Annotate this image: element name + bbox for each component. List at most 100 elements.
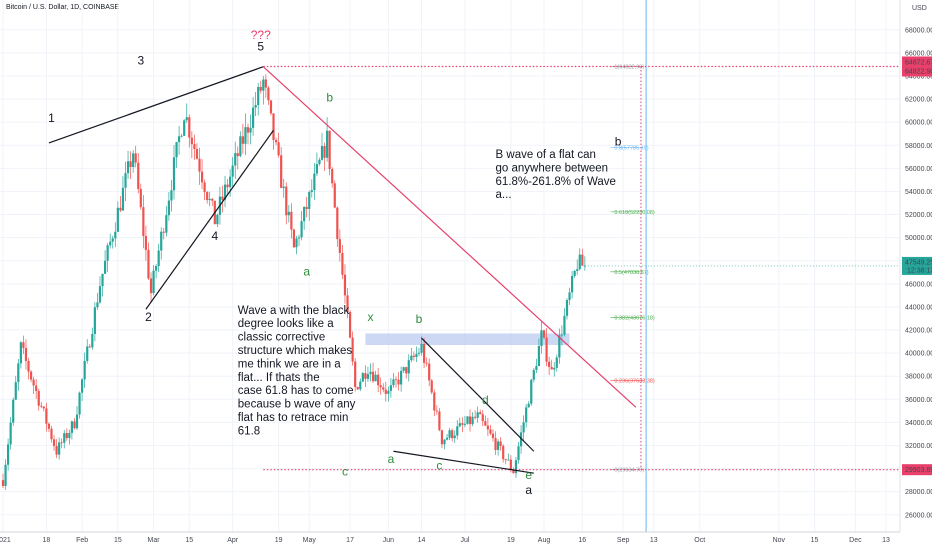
candle-body: [318, 159, 321, 165]
candle-body: [530, 379, 533, 404]
candle-body: [348, 312, 352, 338]
candle-body: [58, 442, 61, 455]
candle-body: [257, 86, 260, 106]
candle-body: [512, 469, 515, 474]
annotation-line: me think we are in a: [238, 358, 342, 370]
candle-body: [65, 433, 68, 439]
candle-body: [241, 136, 244, 144]
fib-retracement: 1(64822.90) 0.8(57785.19) 0.618(52230.08) 0…: [610, 64, 655, 473]
candle-body: [405, 367, 408, 374]
trendline-a-to-e-lower: [393, 450, 534, 474]
candle-body: [300, 221, 303, 238]
candle-body: [114, 231, 117, 239]
x-tick-label: 17: [346, 537, 354, 544]
candle-body: [453, 435, 456, 439]
wave-label: e: [525, 468, 532, 482]
candle-body: [491, 433, 495, 439]
candle-body: [96, 302, 99, 308]
fib-level-label: 0.8(57785.19): [614, 146, 648, 152]
y-tick-label: 50000.00: [905, 235, 932, 242]
candle-body: [47, 423, 51, 429]
candle-body: [183, 120, 186, 136]
candle-body: [244, 127, 247, 144]
annotations: B wave of a flat can go anywhere between 6…: [238, 149, 616, 437]
candle-body: [111, 238, 114, 242]
y-tick-label: 56000.00: [905, 166, 932, 173]
x-tick-label: Feb: [76, 537, 88, 544]
fib-level-label: 0(29934.70): [614, 467, 644, 473]
candle-body: [188, 117, 191, 138]
y-tick-label: 36000.00: [905, 397, 932, 404]
candle-body: [555, 357, 558, 368]
annotation-line: degree looks like a: [238, 318, 334, 330]
annotation-text: Wave a with the black degree looks like a…: [238, 305, 356, 438]
annotation-line: a...: [496, 189, 512, 201]
candle-body: [155, 266, 158, 271]
candle-body: [499, 441, 502, 446]
y-tick-label: 34000.00: [905, 420, 932, 427]
wave-label: b: [326, 90, 333, 104]
candle-body: [479, 412, 482, 415]
candle-body: [45, 408, 48, 424]
wave-label: d: [482, 393, 489, 407]
x-tick-label: 15: [185, 537, 193, 544]
candle-body: [147, 249, 150, 279]
candle-body: [328, 130, 331, 169]
candle-body: [387, 390, 390, 394]
candle-body: [305, 206, 308, 209]
candle-body: [502, 445, 505, 460]
candle-body: [315, 164, 318, 174]
candle-body: [384, 389, 387, 394]
candle-body: [269, 100, 273, 114]
candle-body: [517, 446, 520, 461]
y-tick-label: 44000.00: [905, 304, 932, 311]
wave-label: 5: [257, 40, 264, 54]
x-tick-label: 15: [811, 537, 819, 544]
candle-body: [195, 148, 199, 159]
annotation-line: 61.8: [238, 425, 260, 437]
candle-body: [504, 459, 507, 461]
fib-level-label: 0.382(43076.18): [614, 316, 655, 322]
candle-body: [392, 379, 395, 386]
fib-level-label: 0.618(52230.08): [614, 210, 655, 216]
annotation-line: 61.8%-261.8% of Wave: [496, 176, 616, 188]
candle-body: [463, 423, 467, 425]
candle-body: [139, 188, 142, 208]
candle-body: [443, 439, 446, 445]
candle-body: [68, 432, 71, 439]
candle-body: [415, 353, 418, 357]
candle-body: [346, 295, 349, 313]
x-tick-label: 15: [114, 537, 122, 544]
candle-body: [259, 86, 262, 91]
grid: [0, 0, 900, 532]
candle-body: [476, 412, 479, 418]
candle-body: [239, 136, 242, 157]
y-tick-label: 60000.00: [905, 120, 932, 127]
candle-body: [486, 425, 489, 430]
candle-body: [83, 360, 86, 380]
candle-body: [285, 186, 288, 216]
y-tick-label: 54000.00: [905, 189, 932, 196]
candle-body: [175, 142, 178, 158]
candle-body: [203, 182, 206, 193]
candle-body: [88, 346, 91, 348]
wave-label: 2: [145, 310, 152, 324]
candle-body: [162, 231, 165, 233]
candle-body: [568, 292, 571, 300]
candle-body: [134, 153, 137, 163]
candle-body: [249, 127, 252, 133]
trendline-b-to-e: [421, 337, 535, 452]
candle-body: [451, 430, 454, 439]
candle-body: [193, 144, 196, 149]
candle-body: [172, 157, 176, 191]
annotation-line: case 61.8 has to come: [238, 385, 354, 397]
candle-body: [484, 421, 487, 426]
candle-body: [109, 241, 112, 246]
x-tick-label: 19: [507, 537, 515, 544]
candle-body: [351, 337, 354, 362]
candle-body: [221, 196, 224, 200]
candle-body: [430, 380, 433, 393]
candle-body: [211, 198, 214, 201]
